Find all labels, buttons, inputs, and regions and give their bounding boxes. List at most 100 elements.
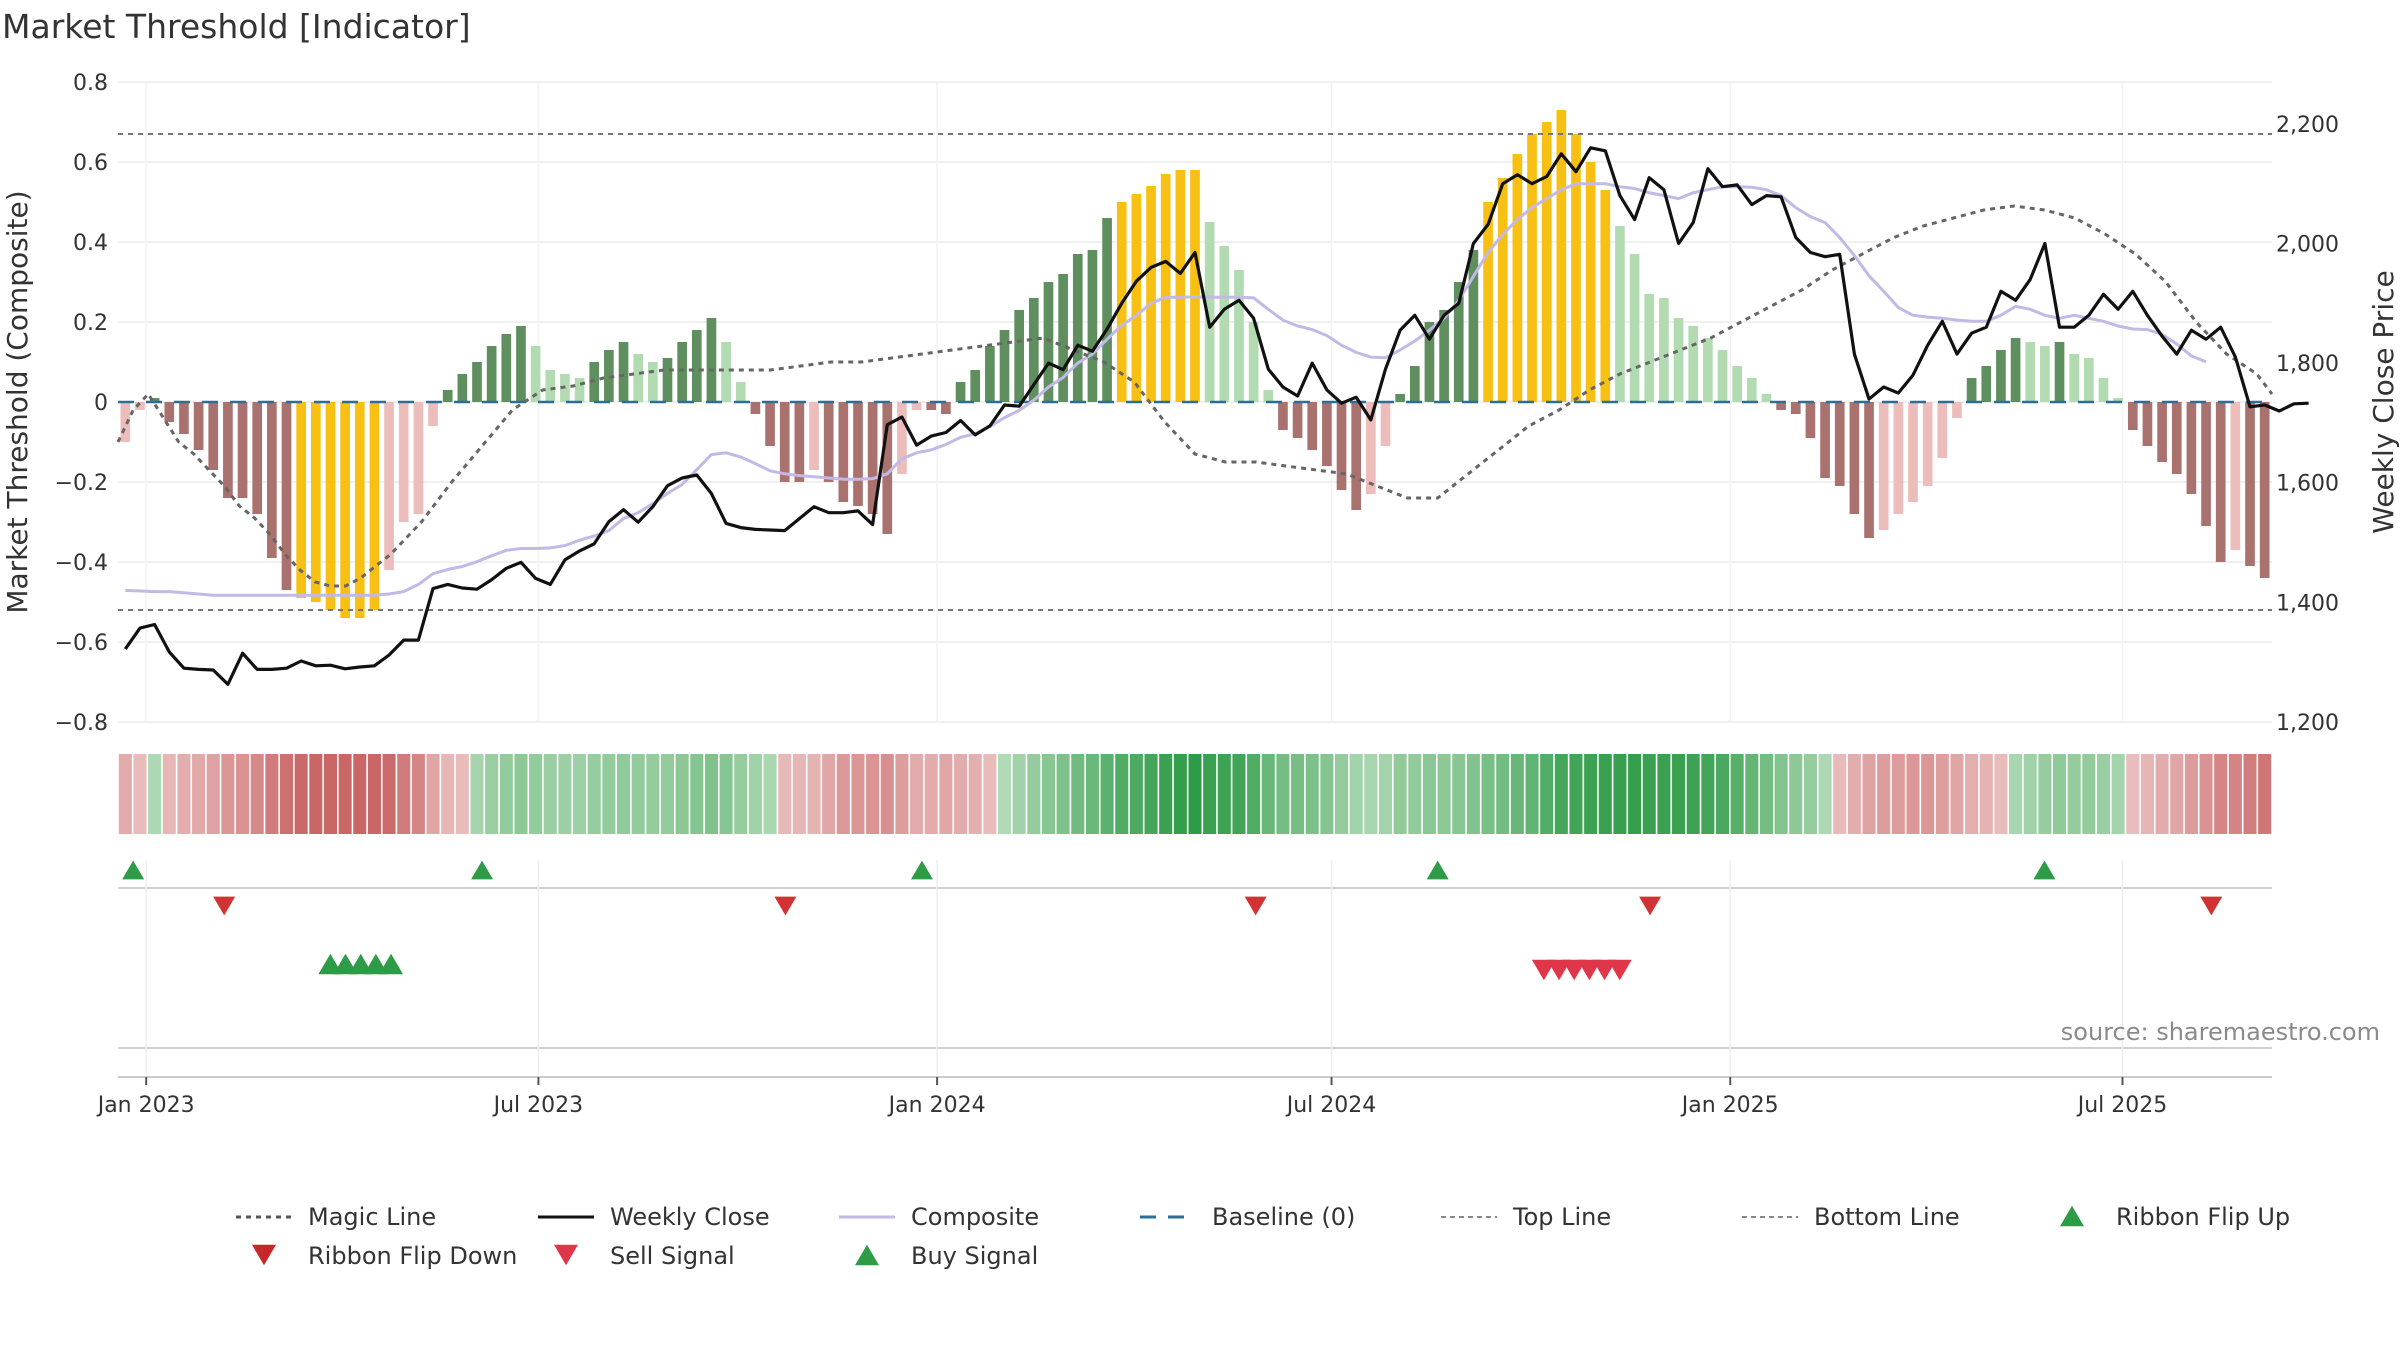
composite-bar — [1878, 402, 1889, 530]
ribbon-cell — [1071, 754, 1085, 834]
composite-bar — [1937, 402, 1948, 458]
composite-bar — [1336, 402, 1347, 490]
ribbon — [118, 754, 2272, 834]
composite-bar — [1688, 326, 1699, 402]
composite-bar — [1659, 298, 1669, 402]
x-axis: Jan 2023 Jul 2023 Jan 2024 Jul 2024 Jan 2025… — [96, 1076, 2272, 1118]
composite-bar — [2025, 342, 2036, 402]
ribbon-cell — [1393, 754, 1407, 834]
ribbon-cell — [309, 754, 323, 834]
composite-bar — [530, 346, 541, 402]
ribbon-cell — [2170, 754, 2184, 834]
composite-bar — [1087, 250, 1098, 402]
composite-bar — [1527, 134, 1537, 402]
composite-bar — [369, 402, 380, 610]
ribbon-cell — [1891, 754, 1905, 834]
composite-bar — [398, 402, 409, 522]
sell-signal-marker — [1547, 959, 1572, 981]
ribbon-cell — [499, 754, 513, 834]
legend-label: Sell Signal — [610, 1242, 735, 1270]
ribbon-cell — [778, 754, 792, 834]
ribbon-cell — [924, 754, 938, 834]
ribbon-cell — [514, 754, 528, 834]
ribbon-cell — [1803, 754, 1817, 834]
ribbon-cell — [1628, 754, 1642, 834]
series-lines — [116, 133, 2309, 686]
composite-bar — [1966, 378, 1977, 402]
ribbon-cell — [236, 754, 250, 834]
composite-bar — [1058, 274, 1068, 402]
y2-axis-label: Weekly Close Price — [2367, 270, 2400, 533]
composite-bar — [2171, 402, 2182, 474]
ribbon-cell — [1320, 754, 1334, 834]
ribbon-cell — [1173, 754, 1187, 834]
composite-bar — [2010, 338, 2021, 402]
ribbon-cell — [543, 754, 557, 834]
composite-bar — [970, 370, 981, 402]
ribbon-cell — [1217, 754, 1231, 834]
composite-bar — [691, 330, 702, 402]
composite-bar — [941, 402, 951, 414]
ribbon-cell — [1041, 754, 1055, 834]
ribbon-cell — [2082, 754, 2096, 834]
ribbon-cell — [822, 754, 836, 834]
composite-bar — [223, 402, 233, 498]
legend-swatch — [554, 1244, 578, 1266]
composite-bar — [208, 402, 219, 470]
ribbon-cell — [1950, 754, 1964, 834]
y-axis-label: Market Threshold (Composite) — [1, 190, 34, 613]
composite-bar — [252, 402, 263, 514]
ribbon-cell — [1642, 754, 1656, 834]
ribbon-cell — [1686, 754, 1700, 834]
ribbon-flip-down-marker — [213, 896, 236, 916]
legend-item: Ribbon Flip Down — [252, 1242, 517, 1270]
composite-bar — [325, 402, 336, 610]
ribbon-cell — [441, 754, 455, 834]
composite-bar — [1146, 186, 1156, 402]
composite-bar — [1820, 402, 1830, 478]
legend-swatch — [252, 1244, 276, 1266]
composite-bar — [1366, 402, 1376, 494]
composite-bar — [237, 402, 248, 498]
ribbon-cell — [939, 754, 953, 834]
legend-item: Buy Signal — [855, 1242, 1038, 1270]
composite-bar — [2230, 402, 2241, 550]
composite-bar — [662, 358, 673, 402]
composite-bar — [1234, 270, 1244, 402]
ribbon-cell — [1437, 754, 1451, 834]
ribbon-cell — [338, 754, 352, 834]
signal-panels — [118, 860, 2272, 1075]
ribbon-cell — [1203, 754, 1217, 834]
composite-bar — [1483, 202, 1493, 402]
legend-label: Ribbon Flip Down — [308, 1242, 517, 1270]
composite-bar — [1746, 378, 1757, 402]
composite-bar — [618, 342, 629, 402]
ribbon-flip-up-marker — [471, 860, 494, 880]
legend-label: Ribbon Flip Up — [2116, 1203, 2290, 1231]
ribbon-cell — [294, 754, 308, 834]
composite-bar — [1468, 250, 1479, 402]
composite-bar — [267, 402, 277, 558]
composite-bar — [1190, 170, 1200, 402]
composite-bar — [1541, 122, 1552, 402]
ribbon-cell — [1554, 754, 1568, 834]
composite-bar — [867, 402, 878, 514]
legend-label: Top Line — [1512, 1203, 1611, 1231]
composite-bar — [1776, 402, 1786, 410]
y-tick-label: −0.4 — [55, 551, 108, 576]
composite-bar — [823, 402, 834, 482]
ribbon-cell — [2184, 754, 2198, 834]
legend-label: Bottom Line — [1814, 1203, 1960, 1231]
composite-bar — [1600, 190, 1611, 402]
ribbon-cell — [675, 754, 689, 834]
ribbon-cell — [2199, 754, 2213, 834]
composite-bar — [2040, 346, 2050, 402]
legend-label: Weekly Close — [610, 1203, 770, 1231]
ribbon-cell — [1921, 754, 1935, 834]
ribbon-cell — [602, 754, 616, 834]
composite-bar — [999, 330, 1010, 402]
y-tick-label: 0.2 — [73, 311, 108, 336]
ribbon-cell — [1525, 754, 1539, 834]
composite-bar — [1263, 390, 1274, 402]
ribbon-cell — [1496, 754, 1510, 834]
